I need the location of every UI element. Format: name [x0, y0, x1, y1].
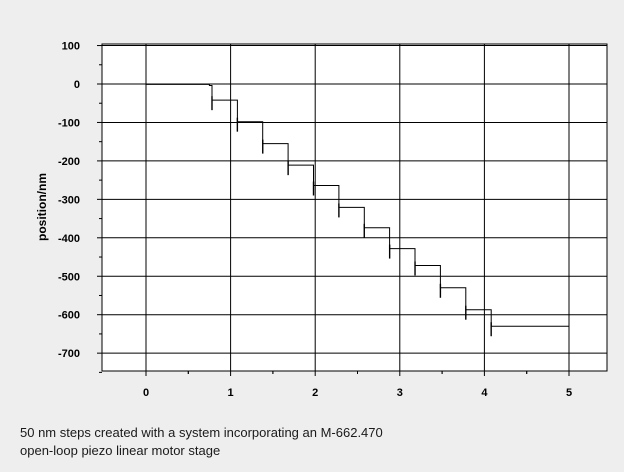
- x-tick-label: 4: [481, 387, 488, 399]
- plot-frame: [101, 43, 608, 372]
- y-tick-label: -100: [58, 117, 80, 129]
- x-tick-label: 2: [312, 387, 318, 399]
- x-tick-labels: 0 1 2 3 4 5: [143, 387, 572, 399]
- y-tick-label: 0: [74, 79, 80, 91]
- y-axis-title: position/nm: [35, 173, 49, 241]
- x-tick-label: 0: [143, 387, 149, 399]
- y-tick-label: 100: [62, 41, 80, 53]
- y-tick-labels: 100 0 -100 -200 -300 -400 -500 -600 -700: [58, 41, 80, 361]
- x-tick-label: 1: [228, 387, 234, 399]
- caption-line-1: 50 nm steps created with a system incorp…: [20, 425, 383, 440]
- caption: 50 nm steps created with a system incorp…: [20, 424, 600, 460]
- x-tick-label: 3: [397, 387, 403, 399]
- y-tick-label: -500: [58, 271, 80, 283]
- y-tick-label: -700: [58, 348, 80, 360]
- series-group: [146, 83, 570, 337]
- y-tick-label: -400: [58, 233, 80, 245]
- y-tick-label: -600: [58, 310, 80, 322]
- y-tick-label: -200: [58, 156, 80, 168]
- x-tick-label: 5: [566, 387, 572, 399]
- y-tick-label: -300: [58, 194, 80, 206]
- caption-line-2: open-loop piezo linear motor stage: [20, 443, 221, 458]
